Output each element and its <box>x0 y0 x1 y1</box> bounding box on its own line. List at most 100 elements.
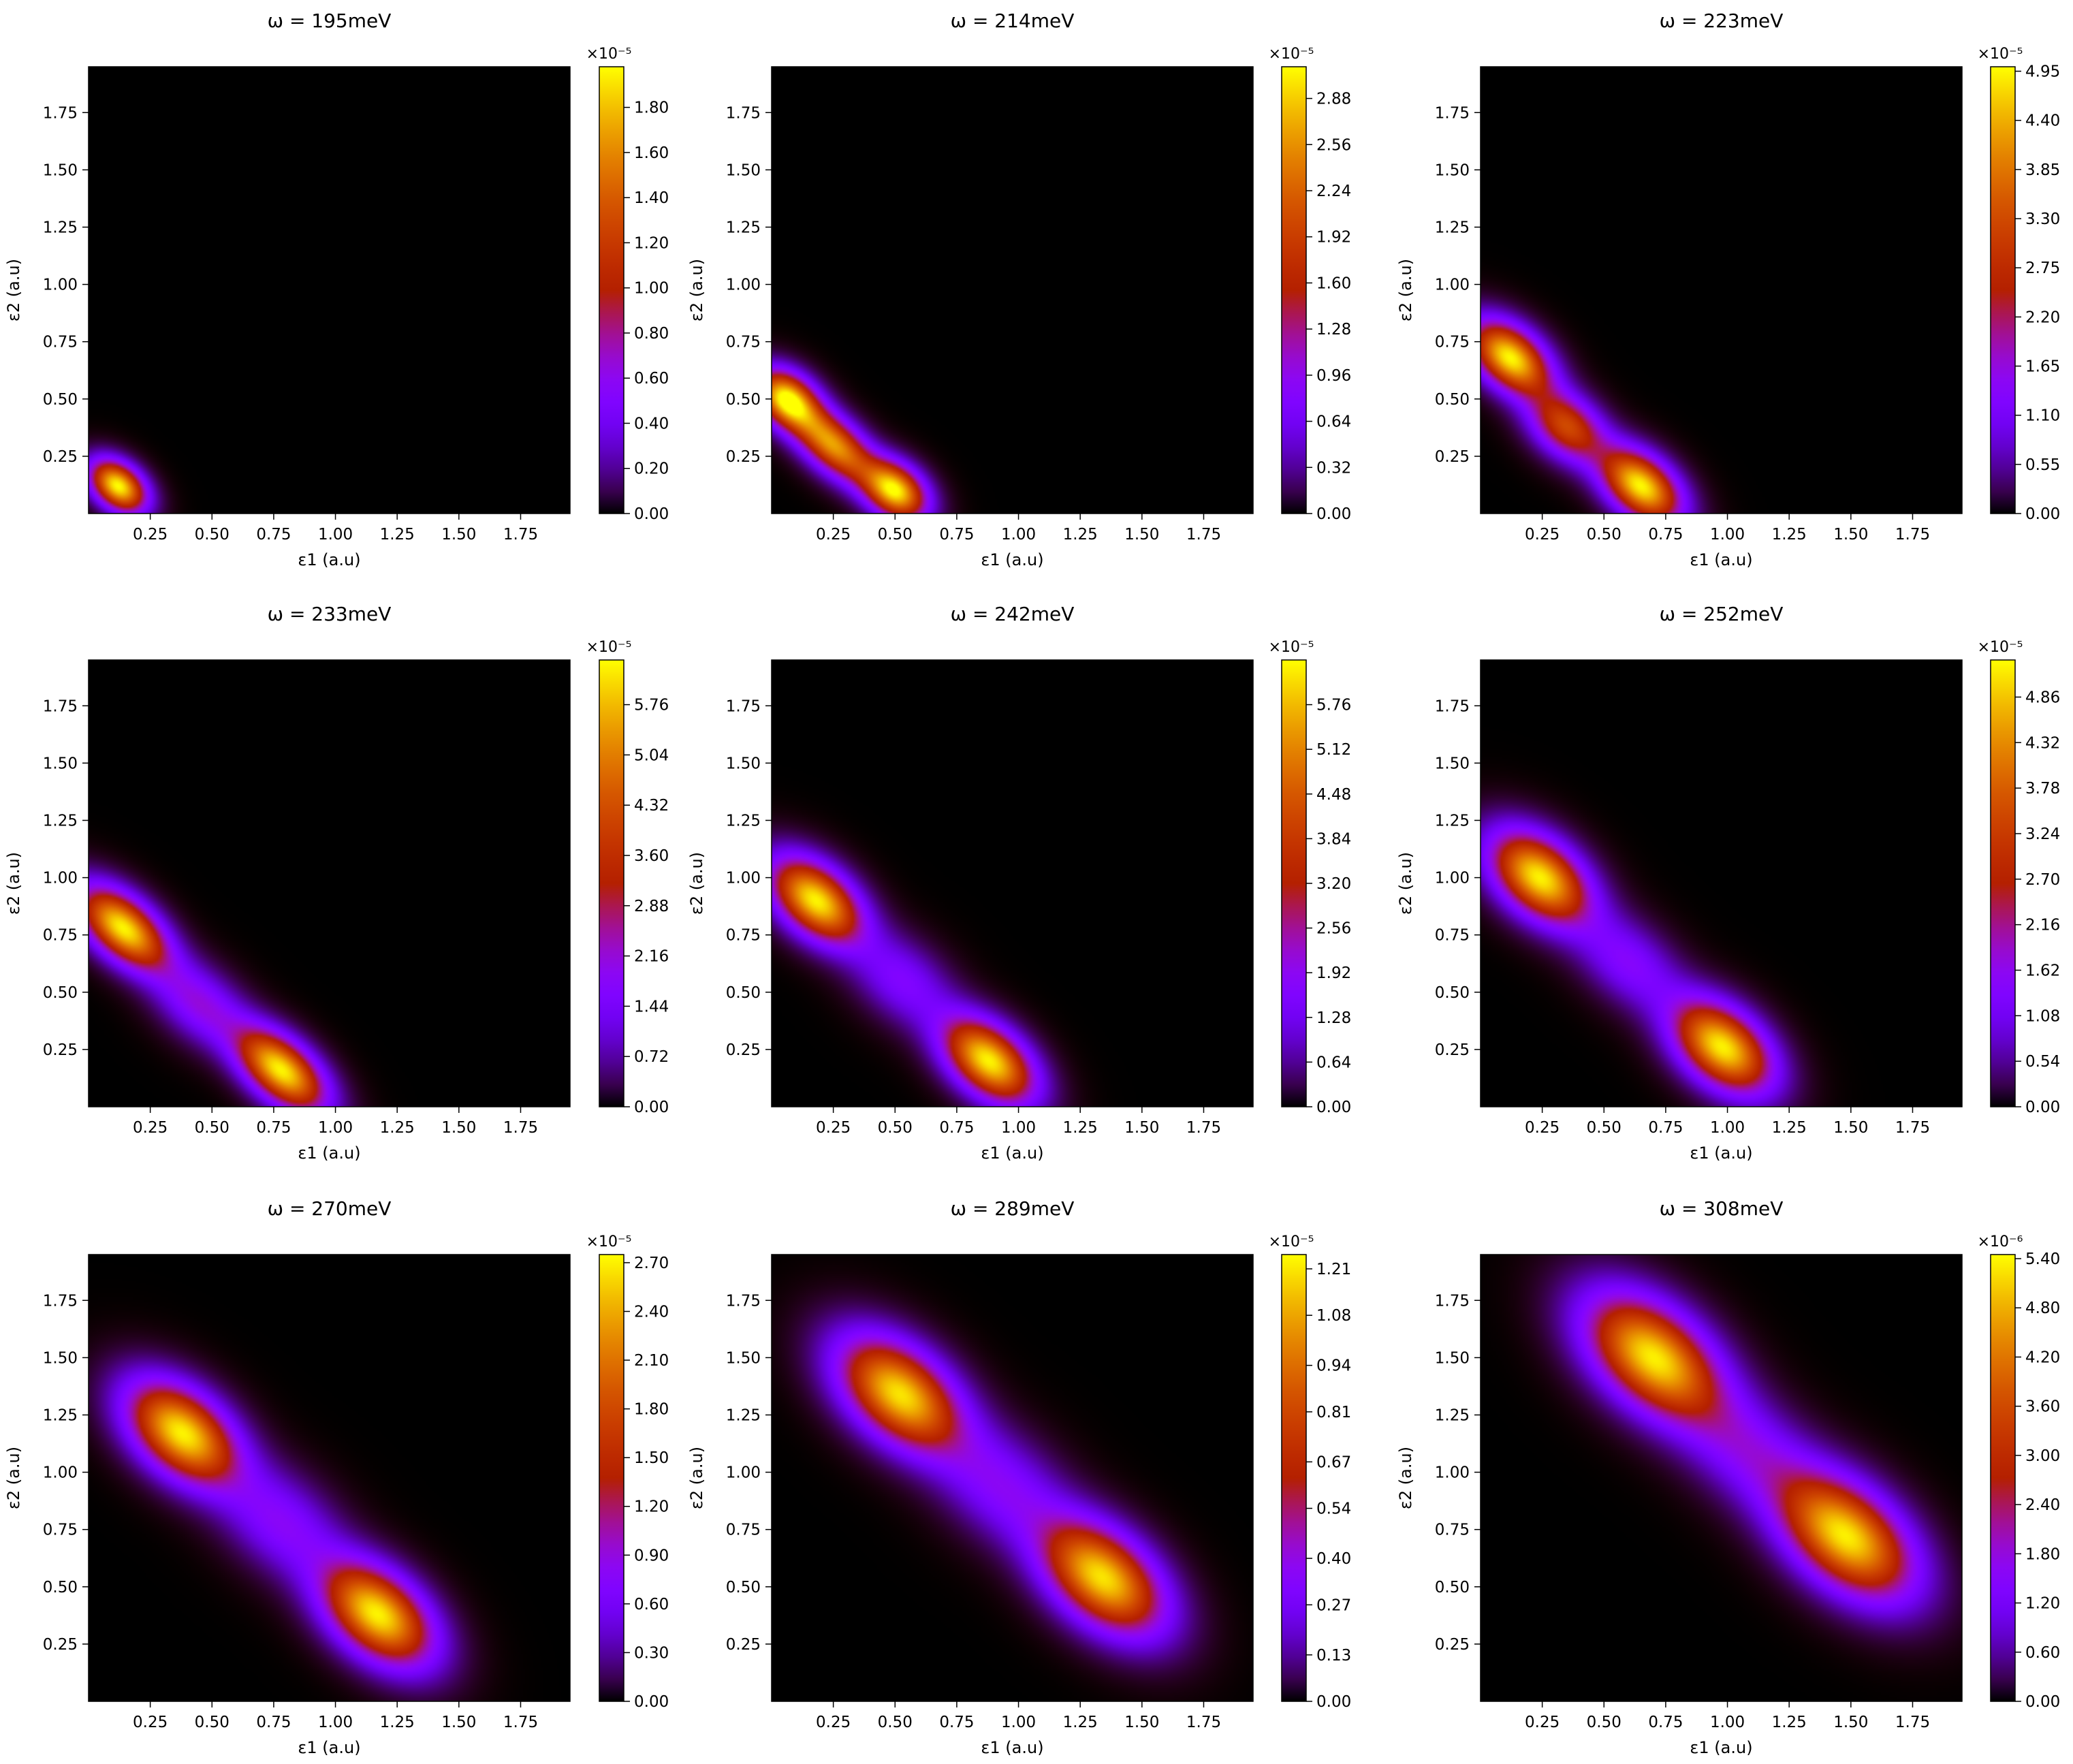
y-tick-label: 1.25 <box>1435 219 1470 236</box>
colorbar <box>1281 659 1307 1107</box>
colorbar-tick-label: 4.80 <box>2025 1300 2060 1317</box>
colorbar-tick-label: 1.40 <box>634 189 669 207</box>
y-tick-label: 0.25 <box>726 448 761 466</box>
x-tick-label: 1.75 <box>1895 1714 1930 1731</box>
y-tick-label: 1.25 <box>43 1406 78 1424</box>
x-axis-label: ε1 (a.u) <box>298 1738 360 1757</box>
y-tick-label: 0.50 <box>726 391 761 409</box>
colorbar <box>599 66 624 514</box>
colorbar-tick-label: 1.08 <box>1316 1307 1351 1325</box>
colorbar-tick-label: 3.00 <box>2025 1447 2060 1465</box>
x-tick-label: 0.50 <box>1587 526 1621 544</box>
subplot-2: ω = 214meV 0.25 0.50 0.75 1.00 1.25 1.50 1.75 0.… <box>687 10 1351 569</box>
colorbar-tick-label: 0.72 <box>634 1048 669 1066</box>
x-tick-label: 1.00 <box>318 1714 353 1731</box>
heatmap-image <box>1481 660 1962 1107</box>
x-tick-label: 0.75 <box>939 1119 974 1137</box>
x-tick-label: 0.50 <box>878 1119 913 1137</box>
x-tick-label: 0.75 <box>1648 1119 1683 1137</box>
y-tick-label: 1.75 <box>726 1292 761 1310</box>
colorbar-tick-label: 2.75 <box>2025 259 2060 277</box>
x-axis-label: ε1 (a.u) <box>298 550 360 569</box>
x-tick-label: 0.25 <box>816 526 851 544</box>
y-tick-label: 0.75 <box>43 927 78 945</box>
x-tick-label: 0.25 <box>1525 1714 1560 1731</box>
x-tick-label: 1.00 <box>1710 526 1745 544</box>
colorbar-tick-label: 5.40 <box>2025 1250 2060 1268</box>
x-tick-label: 0.50 <box>1587 1714 1621 1731</box>
y-tick-label: 0.75 <box>43 1522 78 1539</box>
colorbar-exponent: ×10⁻⁵ <box>586 46 632 63</box>
colorbar-tick-label: 1.20 <box>2025 1595 2060 1613</box>
colorbar-tick-label: 1.80 <box>634 1401 669 1419</box>
y-tick-label: 0.50 <box>726 984 761 1002</box>
colorbar-tick-label: 1.20 <box>634 234 669 252</box>
y-tick-label: 0.50 <box>726 1579 761 1596</box>
colorbar-tick-label: 4.95 <box>2025 63 2060 81</box>
x-tick-label: 1.25 <box>1772 526 1807 544</box>
x-tick-label: 1.00 <box>1001 1119 1036 1137</box>
subplot-3: ω = 223meV 0.25 0.50 0.75 1.00 1.25 1.50 1.75 0.… <box>1396 10 2060 569</box>
y-tick-label: 1.25 <box>1435 812 1470 830</box>
colorbar-tick-label: 1.80 <box>2025 1545 2060 1563</box>
colorbar-tick-label: 0.81 <box>1316 1404 1351 1421</box>
colorbar-tick-label: 2.16 <box>634 948 669 966</box>
y-tick-label: 0.75 <box>1435 927 1470 945</box>
y-tick-label: 1.00 <box>726 277 761 294</box>
y-axis-label: ε2 (a.u) <box>4 852 23 915</box>
y-axis-label: ε2 (a.u) <box>1396 1447 1415 1509</box>
colorbar <box>599 1254 624 1702</box>
colorbar-tick-label: 2.56 <box>1316 920 1351 938</box>
y-tick-label: 1.25 <box>1435 1406 1470 1424</box>
x-tick-label: 1.75 <box>1186 1119 1221 1137</box>
x-tick-label: 1.00 <box>1710 1119 1745 1137</box>
x-tick-label: 1.75 <box>1186 526 1221 544</box>
y-tick-label: 1.50 <box>1435 1349 1470 1367</box>
colorbar-tick-label: 2.20 <box>2025 309 2060 326</box>
y-tick-label: 1.50 <box>1435 161 1470 179</box>
x-tick-label: 0.25 <box>133 1119 168 1137</box>
y-axis-label: ε2 (a.u) <box>4 1447 23 1509</box>
colorbar-tick-label: 0.40 <box>1316 1550 1351 1568</box>
colorbar-tick-label: 2.10 <box>634 1352 669 1370</box>
colorbar-tick-label: 0.54 <box>1316 1500 1351 1518</box>
colorbar-tick-label: 0.60 <box>2025 1644 2060 1662</box>
colorbar-tick-label: 4.32 <box>634 797 669 815</box>
colorbar <box>1990 66 2016 514</box>
y-tick-label: 1.75 <box>43 1292 78 1310</box>
x-axis-label: ε1 (a.u) <box>1690 1144 1752 1163</box>
x-tick-label: 1.50 <box>441 526 476 544</box>
y-tick-label: 1.50 <box>43 755 78 772</box>
colorbar-tick-label: 1.08 <box>2025 1007 2060 1025</box>
y-tick-label: 0.25 <box>43 448 78 466</box>
colorbar-tick-label: 5.12 <box>1316 741 1351 759</box>
y-tick-label: 1.00 <box>1435 870 1470 887</box>
y-tick-label: 1.00 <box>1435 277 1470 294</box>
colorbar-tick-label: 0.96 <box>1316 367 1351 385</box>
x-tick-label: 1.75 <box>1186 1714 1221 1731</box>
colorbar-tick-label: 1.62 <box>2025 962 2060 979</box>
x-tick-label: 1.00 <box>1710 1714 1745 1731</box>
colorbar <box>1990 659 2016 1107</box>
x-tick-label: 0.50 <box>878 1714 913 1731</box>
plot-frame <box>88 659 571 1107</box>
y-tick-label: 1.50 <box>726 161 761 179</box>
x-tick-label: 1.50 <box>441 1119 476 1137</box>
y-tick-label: 1.25 <box>726 812 761 830</box>
subplot-title: ω = 308meV <box>1660 1197 1784 1220</box>
colorbar-exponent: ×10⁻⁵ <box>1269 46 1314 63</box>
y-tick-label: 1.25 <box>726 219 761 236</box>
x-tick-label: 0.75 <box>256 1119 291 1137</box>
plot-frame <box>771 1254 1254 1702</box>
plot-frame <box>88 66 571 514</box>
y-axis-label: ε2 (a.u) <box>687 1447 706 1509</box>
colorbar-tick-label: 1.10 <box>2025 407 2060 425</box>
y-tick-label: 1.75 <box>1435 697 1470 715</box>
colorbar-tick-label: 4.32 <box>2025 734 2060 752</box>
heatmap-image <box>89 67 570 514</box>
subplot-title: ω = 242meV <box>951 603 1075 625</box>
colorbar-tick-label: 0.20 <box>634 460 669 478</box>
colorbar-tick-label: 0.60 <box>634 370 669 388</box>
y-tick-label: 0.50 <box>1435 391 1470 409</box>
x-tick-label: 0.75 <box>1648 1714 1683 1731</box>
